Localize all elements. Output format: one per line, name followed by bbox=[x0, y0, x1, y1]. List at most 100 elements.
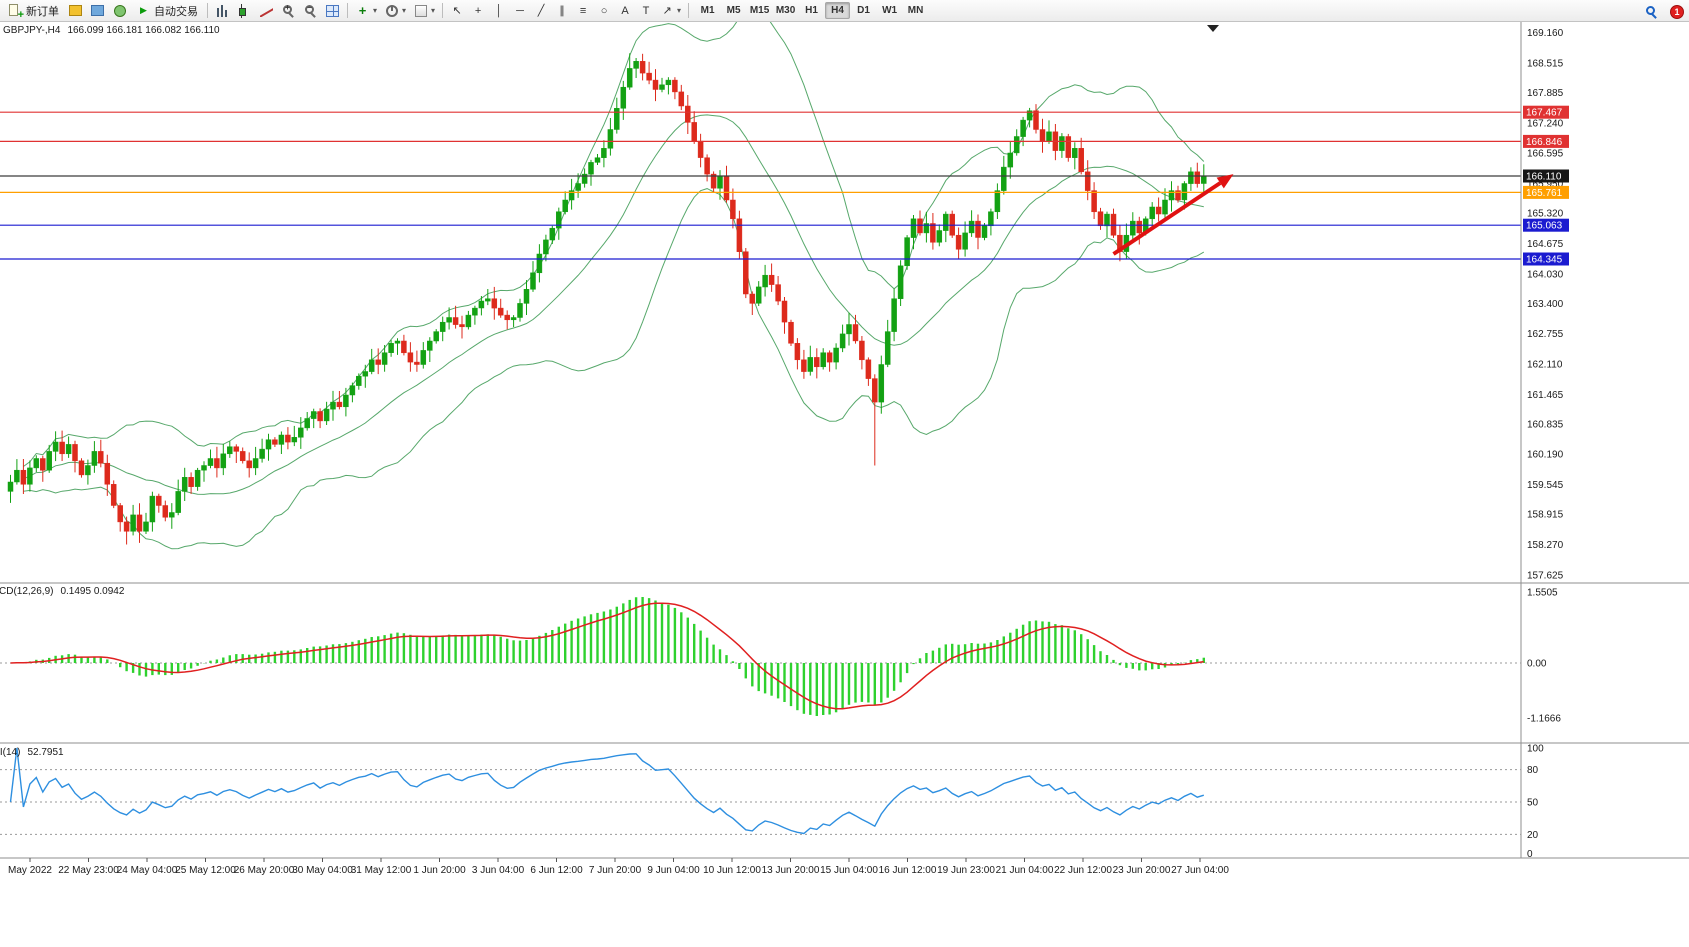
price-axis-label: 167.885 bbox=[1527, 88, 1564, 99]
horizontal-lines[interactable] bbox=[0, 111, 1521, 260]
market-watch-icon bbox=[69, 5, 82, 16]
price-badge-label: 167.467 bbox=[1526, 108, 1563, 119]
channel-button[interactable]: ∥ bbox=[552, 1, 572, 20]
time-axis-label: 3 Jun 04:00 bbox=[472, 865, 525, 876]
symbol-ohlc-label: GBPJPY-,H4 166.099 166.181 166.082 166.11… bbox=[3, 25, 220, 36]
trend-arrow[interactable] bbox=[1112, 174, 1234, 256]
timeframe-button-w1[interactable]: W1 bbox=[882, 5, 898, 16]
chevron-down-icon: ▾ bbox=[677, 6, 682, 15]
time-axis-label: 15 Jun 04:00 bbox=[820, 865, 878, 876]
terminal-icon bbox=[113, 4, 126, 17]
cursor-button[interactable]: ↖ bbox=[447, 1, 467, 20]
price-axis: 169.160 168.515 167.885 167.240 166.595 165.9… bbox=[1527, 28, 1564, 581]
new-order-button[interactable]: + 新订单 bbox=[3, 1, 64, 20]
timeframe-button-m5[interactable]: M5 bbox=[726, 5, 741, 16]
vertical-line-button[interactable]: │ bbox=[489, 1, 509, 20]
arrows-button[interactable]: ↗ ▾ bbox=[657, 1, 684, 20]
crosshair-button[interactable]: + bbox=[468, 1, 488, 20]
line-chart-button[interactable] bbox=[256, 1, 277, 20]
text-icon: A bbox=[621, 4, 629, 17]
indicators-button[interactable]: + ▾ bbox=[352, 1, 380, 20]
timeframe-button-m30[interactable]: M30 bbox=[775, 5, 796, 16]
price-axis-label: 158.270 bbox=[1527, 540, 1564, 551]
timeframe-button-m1[interactable]: M1 bbox=[700, 5, 715, 16]
chart-root: 169.160 168.515 167.885 167.240 166.595 165.9… bbox=[0, 22, 1689, 876]
rsi-label: RSI(14) 52.7951 bbox=[0, 747, 64, 758]
timeframe-button-h1[interactable]: H1 bbox=[805, 5, 818, 16]
price-axis-label: 159.545 bbox=[1527, 480, 1564, 491]
notification-badge[interactable]: 1 bbox=[1670, 4, 1684, 19]
price-axis-label: 164.675 bbox=[1527, 239, 1564, 250]
candles-layer bbox=[7, 53, 1207, 545]
cursor-icon: ↖ bbox=[452, 5, 462, 17]
tile-windows-button[interactable] bbox=[322, 1, 343, 20]
price-axis-label: 162.755 bbox=[1527, 329, 1564, 340]
search-icon bbox=[1646, 6, 1655, 15]
zoom-in-button[interactable]: + bbox=[278, 1, 299, 20]
time-axis-label: 16 Jun 12:00 bbox=[879, 865, 937, 876]
new-order-icon: + bbox=[8, 3, 24, 20]
time-axis-label: 22 Jun 12:00 bbox=[1054, 865, 1112, 876]
time-axis-label: 31 May 12:00 bbox=[351, 865, 412, 876]
symbol-name: GBPJPY-,H4 bbox=[3, 25, 61, 36]
trendline-icon: ╱ bbox=[537, 5, 545, 17]
toolbar-right-group: 1 bbox=[1641, 2, 1684, 21]
terminal-button[interactable] bbox=[109, 1, 130, 20]
navigator-button[interactable] bbox=[87, 1, 108, 20]
time-axis-label: 27 Jun 04:00 bbox=[1171, 865, 1229, 876]
rsi-value: 52.7951 bbox=[27, 747, 64, 758]
ohlc-values: 166.099 166.181 166.082 166.110 bbox=[67, 25, 220, 36]
horizontal-line-button[interactable]: ─ bbox=[510, 1, 530, 20]
rsi-axis-label: 100 bbox=[1527, 744, 1544, 755]
timeframe-button-h4[interactable]: H4 bbox=[825, 2, 851, 19]
rsi-axis-label: 20 bbox=[1527, 830, 1539, 841]
chart-window: 169.160 168.515 167.885 167.240 166.595 165.9… bbox=[0, 22, 1689, 947]
time-axis-label: 7 Jun 20:00 bbox=[589, 865, 642, 876]
chart-canvas[interactable]: 169.160 168.515 167.885 167.240 166.595 165.9… bbox=[0, 22, 1689, 947]
price-axis-label: 165.950 bbox=[1527, 179, 1564, 190]
search-button[interactable] bbox=[1641, 2, 1662, 21]
zoom-out-button[interactable]: − bbox=[300, 1, 321, 20]
macd-name: MACD(12,26,9) bbox=[0, 586, 54, 597]
time-axis-label: 25 May 12:00 bbox=[175, 865, 236, 876]
price-axis-label: 161.465 bbox=[1527, 390, 1564, 401]
price-axis-label: 157.625 bbox=[1527, 570, 1564, 581]
price-axis-label: 158.915 bbox=[1527, 510, 1564, 521]
timeframe-button-mn[interactable]: MN bbox=[907, 5, 924, 16]
template-icon bbox=[414, 4, 427, 17]
shift-marker bbox=[1207, 25, 1219, 32]
time-axis-label: 23 Jun 20:00 bbox=[1113, 865, 1171, 876]
periods-button[interactable]: ▾ bbox=[381, 1, 409, 20]
label-button[interactable]: T bbox=[636, 1, 656, 20]
bar-chart-button[interactable] bbox=[212, 1, 233, 20]
price-axis-label: 160.190 bbox=[1527, 450, 1564, 461]
price-axis-label: 164.030 bbox=[1527, 269, 1564, 280]
timeframe-button-m15[interactable]: M15 bbox=[749, 5, 770, 16]
fibonacci-button[interactable]: ≡ bbox=[573, 1, 593, 20]
templates-button[interactable]: ▾ bbox=[410, 1, 438, 20]
time-axis-label: 6 Jun 12:00 bbox=[530, 865, 583, 876]
price-axis-label: 160.835 bbox=[1527, 419, 1564, 430]
candlestick-button[interactable] bbox=[234, 1, 255, 20]
autotrading-button[interactable]: ▶ 自动交易 bbox=[131, 1, 203, 20]
chevron-down-icon: ▾ bbox=[431, 6, 436, 15]
shapes-button[interactable]: ○ bbox=[594, 1, 614, 20]
price-badge-label: 164.345 bbox=[1526, 255, 1563, 266]
bar-chart-icon bbox=[216, 4, 229, 17]
autotrading-play-icon: ▶ bbox=[140, 5, 147, 15]
macd-axis-label: 1.5505 bbox=[1527, 588, 1558, 599]
text-button[interactable]: A bbox=[615, 1, 635, 20]
market-watch-button[interactable] bbox=[65, 1, 86, 20]
timeframe-button-d1[interactable]: D1 bbox=[857, 5, 870, 16]
time-axis-label: 26 May 20:00 bbox=[234, 865, 295, 876]
price-badge-label: 165.761 bbox=[1526, 188, 1563, 199]
vertical-line-icon: │ bbox=[495, 4, 503, 17]
zoom-out-icon: − bbox=[305, 4, 314, 14]
chevron-down-icon: ▾ bbox=[373, 6, 378, 15]
price-axis-label: 168.515 bbox=[1527, 59, 1564, 70]
time-axis-label: 24 May 04:00 bbox=[117, 865, 178, 876]
price-axis-label: 167.240 bbox=[1527, 118, 1564, 129]
price-badges: 167.467 166.846 166.110 165.761 165.063 164.3… bbox=[1523, 105, 1569, 266]
rsi-axis-label: 50 bbox=[1527, 798, 1539, 809]
trendline-button[interactable]: ╱ bbox=[531, 1, 551, 20]
